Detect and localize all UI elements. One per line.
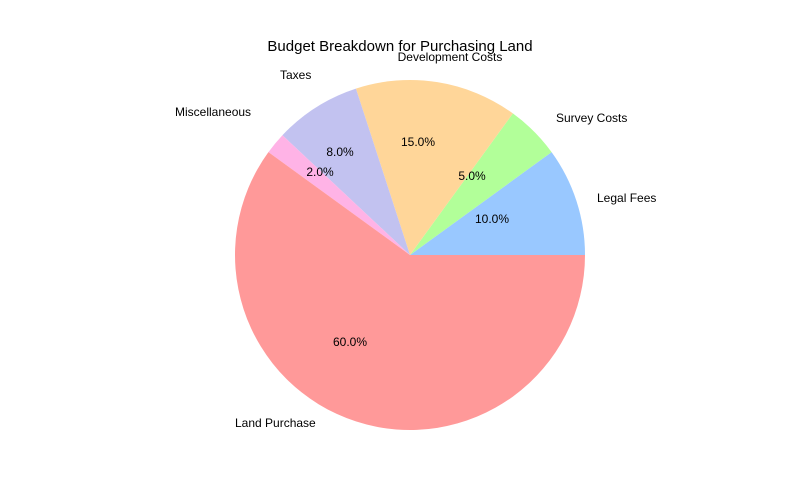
slice-label: Miscellaneous — [175, 105, 251, 119]
slice-pct: 15.0% — [401, 135, 435, 149]
slice-label: Land Purchase — [235, 416, 316, 430]
pie-chart: Budget Breakdown for Purchasing Land Leg… — [0, 0, 800, 500]
slice-pct: 8.0% — [326, 145, 353, 159]
slice-label: Legal Fees — [597, 191, 656, 205]
slice-pct: 2.0% — [306, 165, 333, 179]
slice-label: Development Costs — [398, 50, 503, 64]
slice-label: Survey Costs — [556, 111, 627, 125]
slice-pct: 60.0% — [333, 335, 367, 349]
slice-pct: 5.0% — [458, 169, 485, 183]
pie-svg — [0, 0, 800, 500]
slice-label: Taxes — [280, 68, 311, 82]
slice-pct: 10.0% — [475, 212, 509, 226]
